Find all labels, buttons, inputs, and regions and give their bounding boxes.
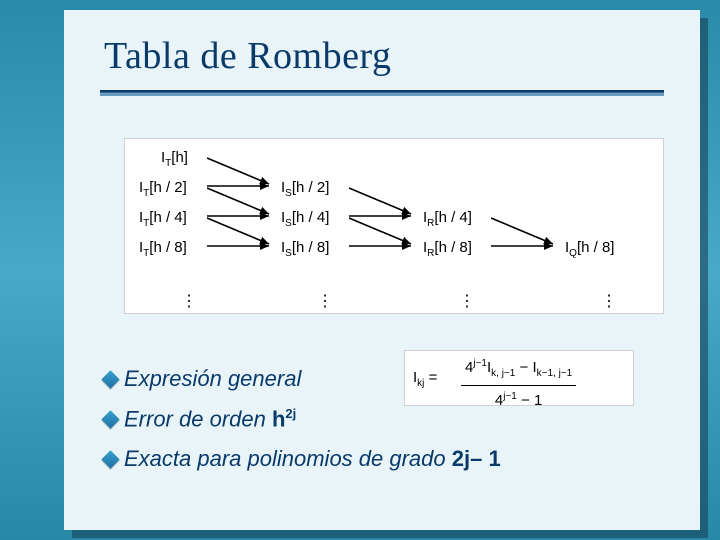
bullet-item: Error de orden h2j [104,406,664,432]
bullet-item: Expresión general [104,366,664,392]
bullet-text: Exacta para polinomios de grado 2j– 1 [124,446,501,472]
title-rule [100,90,664,96]
bullet-item: Exacta para polinomios de grado 2j– 1 [104,446,664,472]
column-footer-mark: ⋮ [181,291,197,311]
slide-title: Tabla de Romberg [64,10,700,88]
diamond-bullet-icon [101,370,119,388]
arrow-icon [491,241,569,257]
diamond-bullet-icon [101,450,119,468]
romberg-cell: IT[h / 2] [139,179,187,199]
romberg-cell: IT[h] [161,149,188,169]
arrow-icon [207,241,285,257]
column-footer-mark: ⋮ [601,291,617,311]
romberg-cell: IS[h / 8] [281,239,329,259]
romberg-cell: IS[h / 2] [281,179,329,199]
diamond-bullet-icon [101,410,119,428]
bullet-text: Expresión general [124,366,301,392]
romberg-cell: IR[h / 8] [423,239,472,259]
column-footer-mark: ⋮ [459,291,475,311]
column-footer-mark: ⋮ [317,291,333,311]
romberg-cell: IT[h / 8] [139,239,187,259]
romberg-cell: IS[h / 4] [281,209,329,229]
slide-card: Tabla de Romberg IT[h] IT[h / 2] IT[h / 4]… [64,10,700,530]
romberg-table: IT[h] IT[h / 2] IT[h / 4] IT[h / 8] IS[h / 2… [124,138,664,314]
romberg-cell: IT[h / 4] [139,209,187,229]
bullet-text: Error de orden h2j [124,406,296,432]
bullet-list: Expresión general Error de orden h2j Exa… [104,366,664,486]
arrow-icon [349,241,427,257]
romberg-cell: IQ[h / 8] [565,239,614,259]
romberg-cell: IR[h / 4] [423,209,472,229]
